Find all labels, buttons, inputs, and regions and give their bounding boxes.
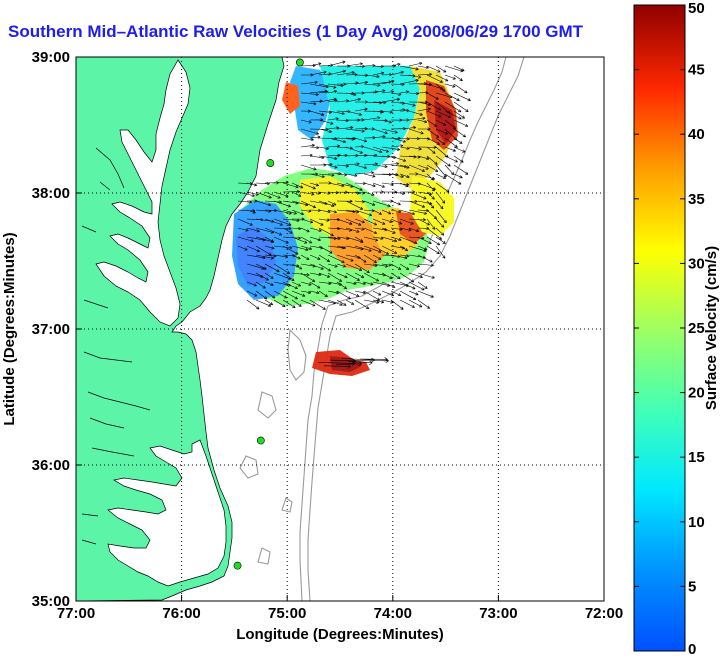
x-tick-label: 75:00 bbox=[268, 605, 306, 622]
x-tick-label: 72:00 bbox=[585, 605, 623, 622]
y-axis-ticks: 35:00 36:00 37:00 38:00 39:00 bbox=[32, 49, 82, 610]
y-tick-label: 38:00 bbox=[32, 185, 70, 202]
arrow-glyphs bbox=[237, 60, 471, 369]
y-axis-label: Latitude (Degrees:Minutes) bbox=[1, 232, 18, 425]
x-axis-label: Longitude (Degrees:Minutes) bbox=[236, 626, 444, 643]
y-tick-label: 36:00 bbox=[32, 457, 70, 474]
x-tick-label: 77:00 bbox=[57, 605, 95, 622]
x-tick-label: 74:00 bbox=[374, 605, 412, 622]
station-marker bbox=[233, 561, 242, 570]
station-marker bbox=[256, 436, 265, 445]
y-tick-label: 37:00 bbox=[32, 321, 70, 338]
y-tick-label: 35:00 bbox=[32, 593, 70, 610]
radar-stations bbox=[233, 58, 304, 570]
station-marker bbox=[266, 159, 275, 167]
chesapeake-bay bbox=[95, 59, 191, 327]
bathymetry-contours bbox=[239, 57, 525, 601]
pamlico-sound bbox=[107, 439, 227, 587]
x-tick-label: 76:00 bbox=[162, 605, 200, 622]
map-title: Southern Mid–Atlantic Raw Velocities (1 … bbox=[8, 22, 584, 41]
x-tick-label: 73:00 bbox=[479, 605, 517, 622]
y-tick-label: 39:00 bbox=[32, 49, 70, 66]
grid-lines bbox=[76, 57, 604, 601]
x-axis-ticks: 77:00 76:00 75:00 74:00 73:00 72:00 bbox=[57, 595, 623, 622]
station-marker bbox=[295, 58, 304, 67]
river-inlets bbox=[81, 147, 151, 545]
velocity-arrows bbox=[237, 60, 471, 369]
